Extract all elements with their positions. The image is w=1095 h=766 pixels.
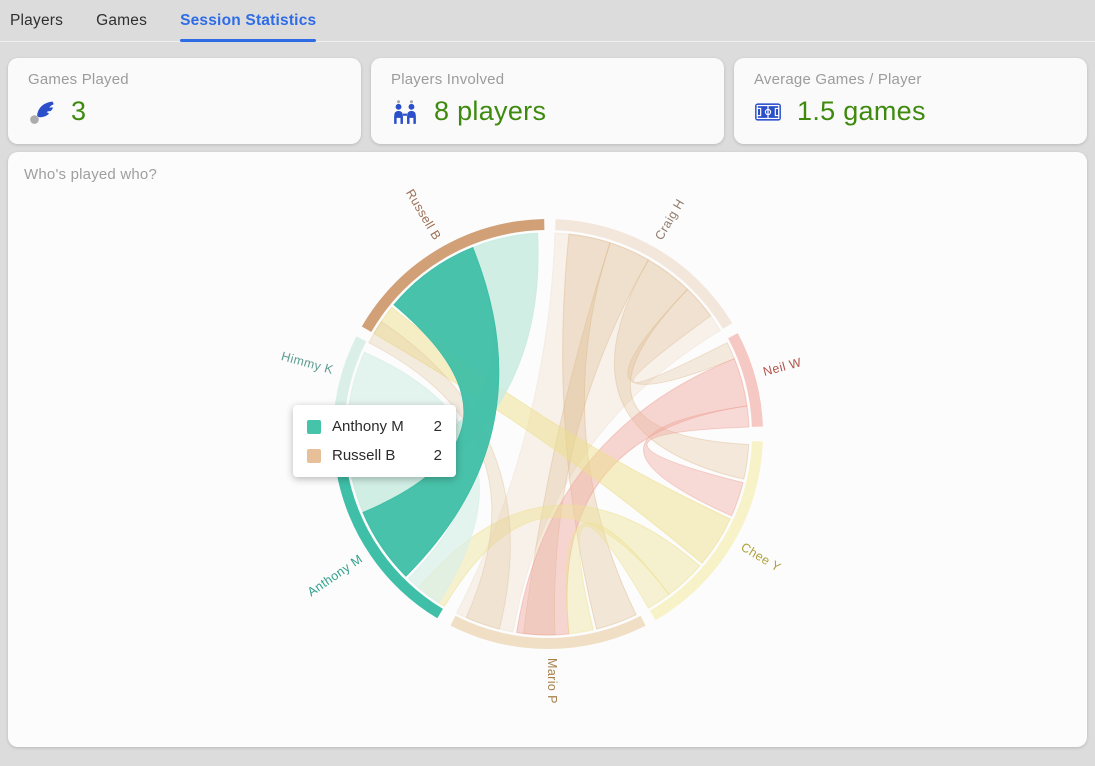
stat-card-games-played: Games Played 3 [8,58,361,144]
player-arc-chee-y[interactable] [650,441,763,621]
player-label-mario-p: Mario P [545,658,559,704]
tooltip-row: Russell B 2 [307,447,442,464]
player-arc-craig-h[interactable] [555,219,733,329]
tooltip-player-value: 2 [433,447,442,464]
shuttlecock-icon [30,100,54,124]
stat-value: 8 players [434,96,547,126]
tab-games[interactable]: Games [96,11,148,29]
player-label-craig-h: Craig H [652,196,687,242]
tab-players[interactable]: Players [10,11,64,29]
chord-ribbon[interactable] [614,259,750,480]
player-label-anthony-m: Anthony M [305,552,365,599]
player-arc-russell-b[interactable] [361,219,545,332]
tab-session-statistics[interactable]: Session Statistics [180,0,317,42]
whos-played-who-card: Who's played who? Craig H Neil W Chee Y Mar… [8,152,1087,747]
chord-ribbon[interactable] [627,288,736,385]
chord-ribbon[interactable] [643,405,750,517]
player-arc-neil-w[interactable] [728,333,763,427]
chord-tooltip: Anthony M 2 Russell B 2 [293,405,456,477]
chord-ribbon[interactable] [362,246,500,577]
tab-bar: Players Games Session Statistics [0,0,1095,42]
chord-ribbon[interactable] [418,504,701,607]
chord-ribbon[interactable] [368,320,511,630]
court-icon [755,102,781,121]
players-icon [394,99,416,124]
russell-color-swatch [307,448,321,463]
player-label-chee-y: Chee Y [738,540,783,575]
anthony-color-swatch [307,419,321,434]
tooltip-player-name: Anthony M [332,418,404,435]
tooltip-player-name: Russell B [332,447,396,464]
player-arc-anthony-m[interactable] [336,469,443,619]
player-label-neil-w: Neil W [762,355,804,379]
player-arc-mario-p[interactable] [450,615,646,650]
player-label-himmy-k: Himmy K [280,349,336,377]
stat-value: 1.5 games [797,96,926,126]
stat-label: Average Games / Player [754,71,922,88]
chord-diagram: Craig H Neil W Chee Y Mario P Anthony M Himmy… [280,187,804,704]
tooltip-player-value: 2 [433,418,442,435]
chart-title: Who's played who? [24,166,158,183]
tooltip-row: Anthony M 2 [307,418,442,435]
stat-card-players-involved: Players Involved 8 players [371,58,724,144]
player-arc-himmy-k[interactable] [333,336,367,420]
chord-ribbon[interactable] [456,232,721,633]
chord-ribbon[interactable] [565,522,670,635]
stat-label: Players Involved [391,71,505,88]
stat-cards-row: Games Played 3 Players Involved [0,42,1095,144]
stat-value: 3 [71,96,87,126]
stat-card-average-games: Average Games / Player 1.5 games [734,58,1087,144]
stat-label: Games Played [28,71,129,88]
player-label-russell-b: Russell B [403,187,444,243]
